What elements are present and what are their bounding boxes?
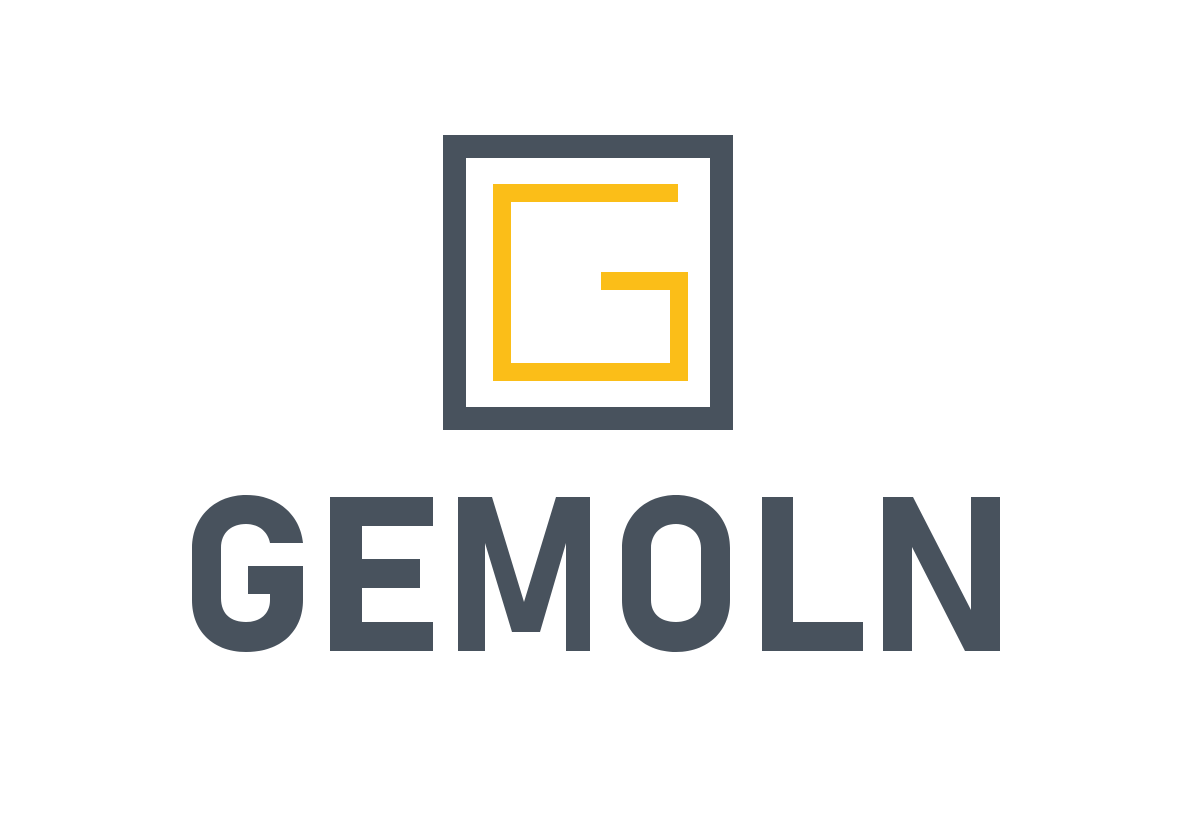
- wordmark-letter-l: [762, 497, 863, 651]
- wordmark-letter-n: [883, 497, 1000, 651]
- wordmark-letter-e: [330, 497, 433, 651]
- wordmark-letter-g: [192, 495, 303, 652]
- square-frame-with-g-icon: [443, 135, 733, 430]
- wordmark-letter-o: [622, 495, 730, 652]
- wordmark-letter-m: [458, 497, 590, 651]
- emblem-g-letterform: [493, 184, 688, 381]
